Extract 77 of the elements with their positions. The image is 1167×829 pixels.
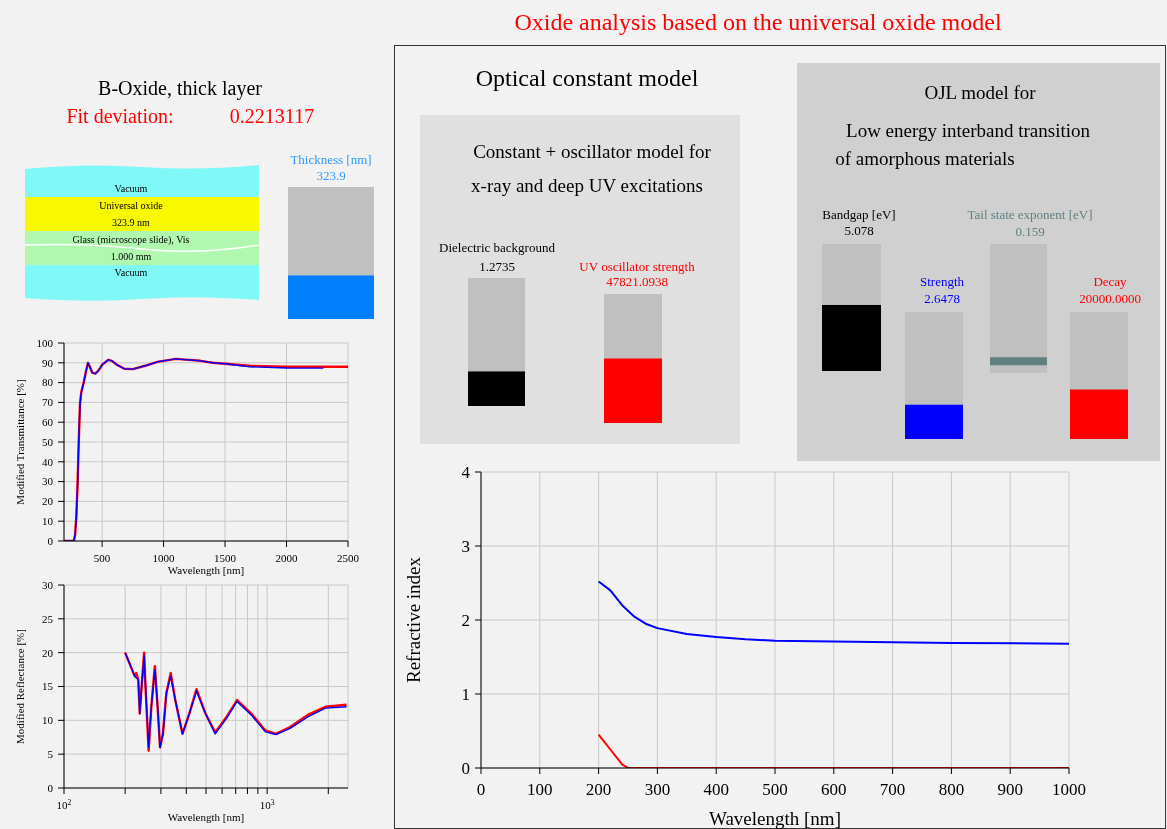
text: 323.9 nm xyxy=(112,217,150,228)
text: Glass (microscope slide), Vis xyxy=(72,234,190,245)
y-tick-label: 1 xyxy=(461,684,470,704)
x-tick-label: 500 xyxy=(93,552,111,564)
text: Vacuum xyxy=(114,267,148,278)
x-tick-label: 1000 xyxy=(152,552,176,564)
y-tick-label: 80 xyxy=(42,376,54,389)
text: 5.078 xyxy=(844,222,874,238)
y-tick-label: 4 xyxy=(461,462,471,482)
y-tick-label: 40 xyxy=(42,455,54,468)
y-tick-label: 100 xyxy=(36,336,54,349)
text: Universal oxide xyxy=(99,200,163,211)
x-tick-label: 900 xyxy=(997,780,1023,799)
x-tick-label: 1000 xyxy=(1052,780,1086,799)
y-tick-label: 20 xyxy=(42,646,54,659)
text: Decay xyxy=(1093,273,1127,289)
text: Strength xyxy=(919,273,965,289)
text: of amorphous materials xyxy=(835,147,1015,169)
text: 1.000 mm xyxy=(110,251,152,262)
text: Thickness [nm] xyxy=(290,151,372,167)
text: 20000.0000 xyxy=(1079,290,1141,306)
text: 47821.0938 xyxy=(606,273,668,289)
x-tick-label: 800 xyxy=(938,780,965,799)
text: Optical constant model xyxy=(475,65,699,91)
text: OJL model for xyxy=(924,81,1036,103)
text: Constant + oscillator model for xyxy=(473,140,711,162)
y-tick-label: 20 xyxy=(42,495,54,508)
x-tick-label: 0 xyxy=(476,780,486,799)
x-tick-label: 500 xyxy=(762,780,788,799)
text: 2.6478 xyxy=(924,290,960,306)
y-tick-label: 50 xyxy=(42,435,54,448)
y-axis-title: Refractive index xyxy=(402,556,424,684)
text: Dielectric background xyxy=(439,239,555,255)
y-tick-label: 10 xyxy=(42,515,54,528)
x-tick-label: 10$^{3}$ xyxy=(259,797,275,811)
y-tick-label: 0 xyxy=(461,758,470,778)
x-axis-title: Wavelength [nm] xyxy=(167,564,245,576)
x-tick-label: 10$^{2}$ xyxy=(56,797,72,811)
y-tick-label: 5 xyxy=(47,748,54,761)
y-tick-label: 2 xyxy=(461,610,470,630)
x-tick-label: 200 xyxy=(585,780,612,799)
line-series xyxy=(597,580,1069,645)
text: Vacuum xyxy=(114,183,148,194)
text: 0.159 xyxy=(1015,223,1045,239)
x-tick-label: 600 xyxy=(821,780,847,799)
x-tick-label: 1500 xyxy=(214,552,237,564)
text: 0.2213117 xyxy=(229,105,315,127)
y-tick-label: 90 xyxy=(42,356,54,369)
y-tick-label: 25 xyxy=(42,612,54,625)
y-tick-label: 10 xyxy=(42,714,54,727)
x-tick-label: 300 xyxy=(644,780,671,799)
x-tick-label: 2500 xyxy=(337,552,360,564)
x-tick-label: 400 xyxy=(703,780,729,799)
text: B-Oxide, thick layer xyxy=(98,77,262,99)
x-axis-title: Wavelength [nm] xyxy=(709,808,841,829)
text: Tail state exponent [eV] xyxy=(967,206,1093,222)
y-tick-label: 60 xyxy=(42,416,54,429)
y-axis-title: Modified Transmittance [%] xyxy=(13,379,26,505)
y-axis-title: Modified Reflectance [%] xyxy=(13,629,26,744)
y-tick-label: 3 xyxy=(461,536,470,556)
x-tick-label: 100 xyxy=(527,780,553,799)
y-tick-label: 15 xyxy=(42,680,54,693)
text: Bandgap [eV] xyxy=(822,206,896,222)
y-tick-label: 30 xyxy=(42,475,54,488)
text: Fit deviation: xyxy=(66,105,174,127)
x-tick-label: 700 xyxy=(879,780,906,799)
y-tick-label: 30 xyxy=(42,578,54,591)
text: Oxide analysis based on the universal oxide model xyxy=(514,8,1002,36)
text: x-ray and deep UV excitations xyxy=(471,174,703,196)
x-axis-title: Wavelength [nm] xyxy=(167,811,245,823)
text: Low energy interband transition xyxy=(846,119,1090,141)
text: 323.9 xyxy=(316,167,346,183)
y-tick-label: 70 xyxy=(42,396,54,409)
y-tick-label: 0 xyxy=(47,534,54,547)
x-tick-label: 2000 xyxy=(275,552,299,564)
text: 1.2735 xyxy=(479,258,515,274)
text: UV oscillator strength xyxy=(579,258,695,274)
